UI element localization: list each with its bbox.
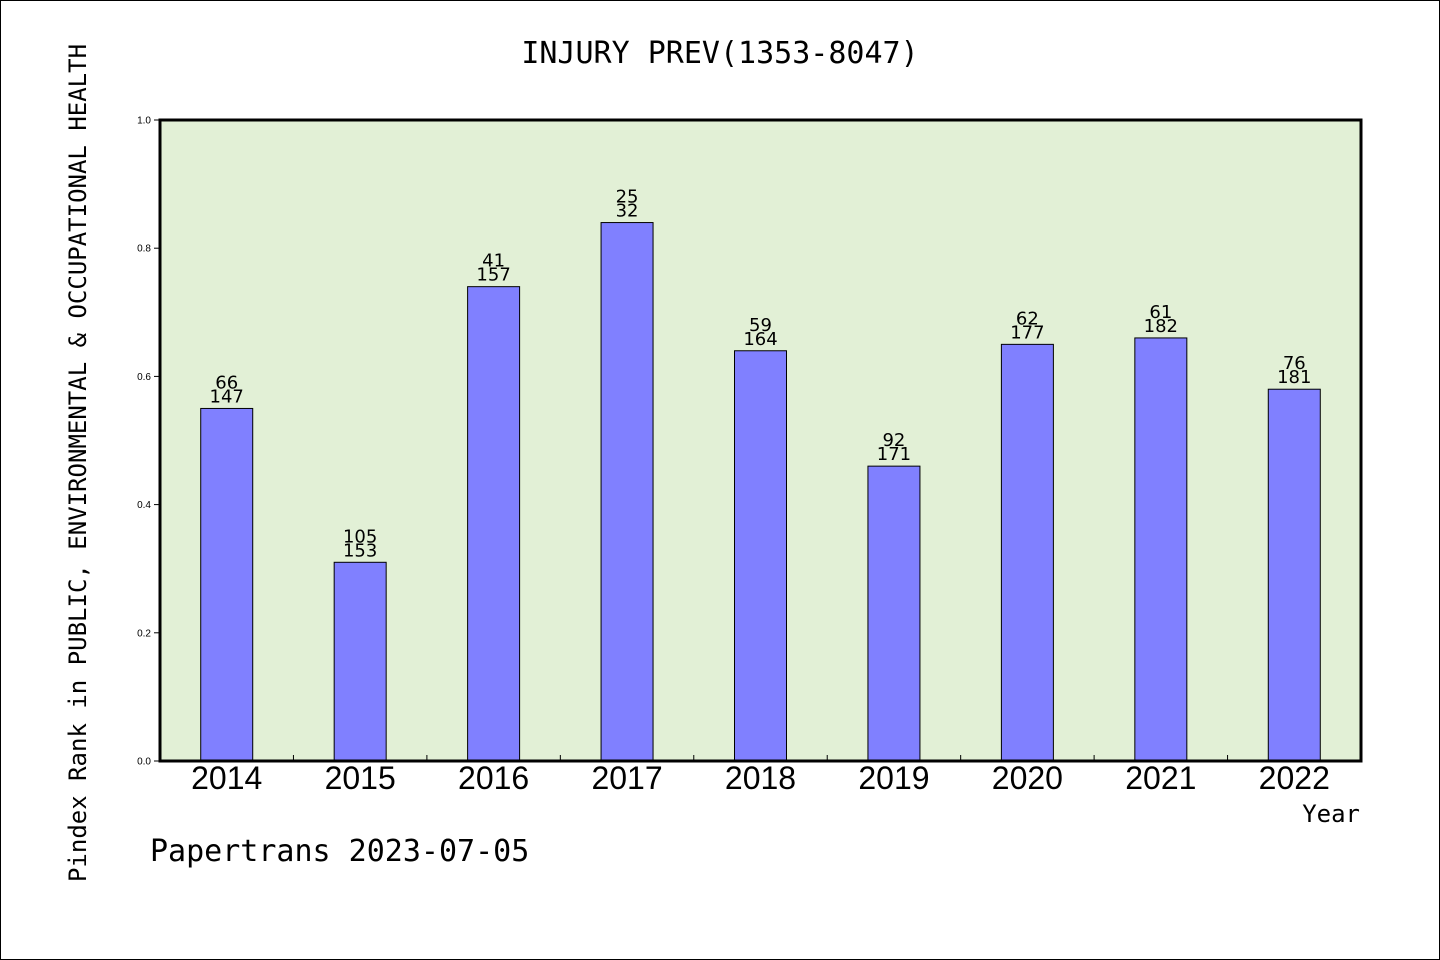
data-label-bottom: 171 [877, 444, 911, 465]
bar [467, 286, 521, 762]
y-tick-label: 0.4 [137, 500, 151, 511]
data-label-top: 76 [1283, 353, 1306, 374]
x-tick-label: 2016 [458, 760, 529, 796]
data-label-bottom: 157 [476, 265, 510, 286]
bar [734, 350, 787, 762]
data-label-bottom: 181 [1277, 367, 1311, 388]
x-tick-label: 2018 [725, 760, 796, 796]
x-tick-label: 2019 [858, 760, 929, 796]
bar [867, 465, 921, 762]
y-tick-label: 0.2 [137, 628, 151, 639]
y-tick-label: 0.8 [137, 244, 151, 255]
x-axis-label: Year [1302, 800, 1360, 828]
data-label-bottom: 153 [343, 540, 377, 561]
footer-credit: Papertrans 2023-07-05 [150, 834, 530, 869]
data-label-top: 66 [215, 372, 238, 393]
y-tick-label: 1.0 [137, 116, 151, 127]
chart-title: INJURY PREV(1353-8047) [521, 36, 919, 71]
x-tick-label: 2017 [591, 760, 662, 796]
bar [1000, 343, 1054, 762]
bar [1267, 388, 1321, 762]
bar [1134, 337, 1188, 762]
y-tick-label: 0.6 [137, 372, 151, 383]
data-label-bottom: 182 [1144, 316, 1178, 337]
data-label-bottom: 32 [616, 201, 639, 222]
data-label-bottom: 164 [743, 329, 777, 350]
bar [333, 561, 387, 762]
data-label-bottom: 147 [210, 386, 244, 407]
bar [200, 407, 254, 762]
data-label-top: 41 [482, 251, 505, 272]
data-label-top: 25 [616, 187, 639, 208]
x-tick-label: 2021 [1125, 760, 1196, 796]
data-label-top: 62 [1016, 308, 1039, 329]
data-label-top: 61 [1149, 302, 1172, 323]
data-label-top: 105 [343, 526, 377, 547]
x-tick-label: 2022 [1259, 760, 1330, 796]
plot-border [158, 118, 1363, 763]
bar [600, 222, 654, 762]
x-tick-label: 2014 [191, 760, 262, 796]
data-label-bottom: 177 [1010, 322, 1044, 343]
x-tick-label: 2015 [325, 760, 396, 796]
data-label-top: 92 [882, 430, 905, 451]
x-tick-label: 2020 [992, 760, 1063, 796]
data-label-top: 59 [749, 315, 772, 336]
y-tick-label: 0.0 [137, 757, 151, 768]
